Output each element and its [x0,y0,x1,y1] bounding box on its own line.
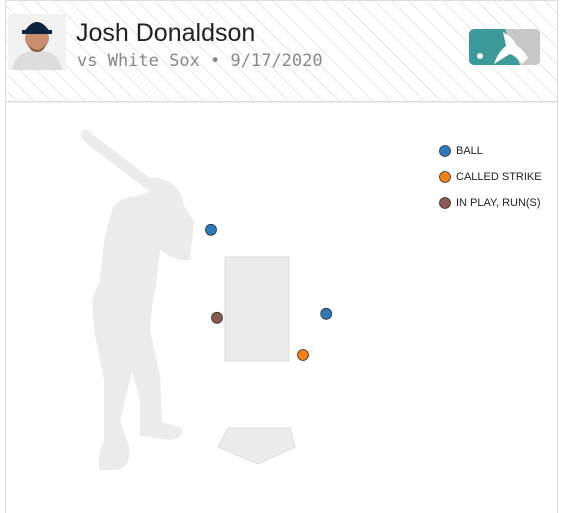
chart-title: Josh Donaldson [76,19,255,47]
pitch-dot [211,311,223,324]
legend-label: CALLED STRIKE [456,171,542,183]
mlb-logo [469,29,540,65]
legend-label: IN PLAY, RUN(S) [456,197,541,209]
header [5,0,558,102]
pitch-dot [320,307,333,320]
legend-marker [439,197,451,209]
pitch-dot [297,349,309,361]
batter-silhouette [81,129,194,470]
legend-marker [439,171,451,183]
strike-zone [224,256,290,362]
legend-label: BALL [456,145,483,157]
home-plate [217,427,296,465]
chart-subtitle: vs White Sox • 9/17/2020 [77,51,323,71]
legend-marker [439,145,451,157]
headshot [8,14,66,70]
pitch-dot [205,223,217,236]
